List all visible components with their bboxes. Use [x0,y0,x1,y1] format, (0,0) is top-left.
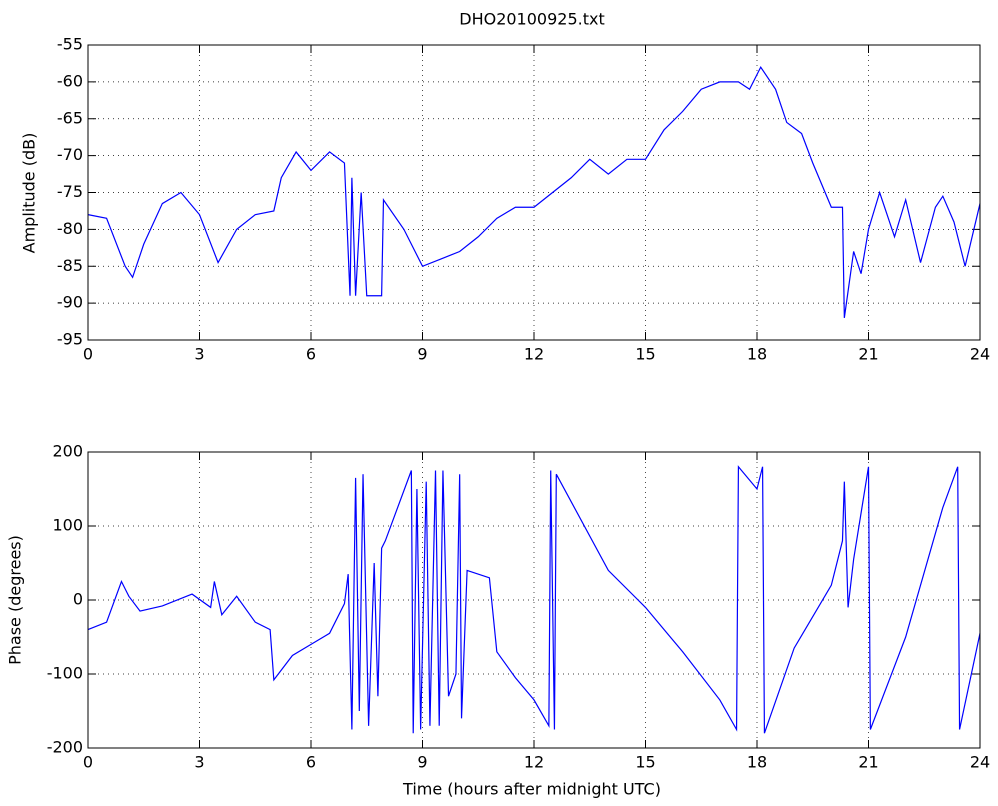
y-axis-label: Amplitude (dB) [20,133,39,254]
x-tick-label: 9 [417,345,427,364]
axes-box [87,44,981,341]
x-tick-label: 15 [635,753,655,772]
y-tick-label: -95 [57,330,83,349]
data-line [87,465,981,734]
y-tick-label: -90 [57,293,83,312]
x-tick-label: 6 [306,753,316,772]
y-tick-label: -85 [57,256,83,275]
chart-title: DHO20100925.txt [459,10,604,29]
y-tick-label: -100 [47,664,83,683]
y-tick-label: -75 [57,182,83,201]
x-tick-label: 12 [524,753,544,772]
x-tick-label: 18 [747,345,767,364]
x-tick-label: 3 [194,345,204,364]
x-tick-label: 0 [83,345,93,364]
y-tick-label: -80 [57,219,83,238]
y-tick-label: 100 [52,516,83,535]
x-tick-label: 12 [524,345,544,364]
x-tick-label: 0 [83,753,93,772]
x-tick-label: 9 [417,753,427,772]
x-tick-label: 15 [635,345,655,364]
x-tick-label: 6 [306,345,316,364]
x-tick-label: 21 [858,345,878,364]
x-axis-label: Time (hours after midnight UTC) [402,780,661,799]
axes-box [87,451,981,749]
y-tick-label: -200 [47,738,83,757]
y-tick-label: 200 [52,442,83,461]
x-tick-label: 24 [970,753,990,772]
y-axis-label: Phase (degrees) [6,535,25,665]
data-line [87,65,981,318]
y-tick-label: -55 [57,35,83,54]
x-tick-label: 21 [858,753,878,772]
x-tick-label: 18 [747,753,767,772]
y-tick-label: 0 [73,590,83,609]
y-tick-label: -65 [57,108,83,127]
x-tick-label: 3 [194,753,204,772]
y-tick-label: -70 [57,145,83,164]
x-tick-label: 24 [970,345,990,364]
y-tick-label: -60 [57,71,83,90]
